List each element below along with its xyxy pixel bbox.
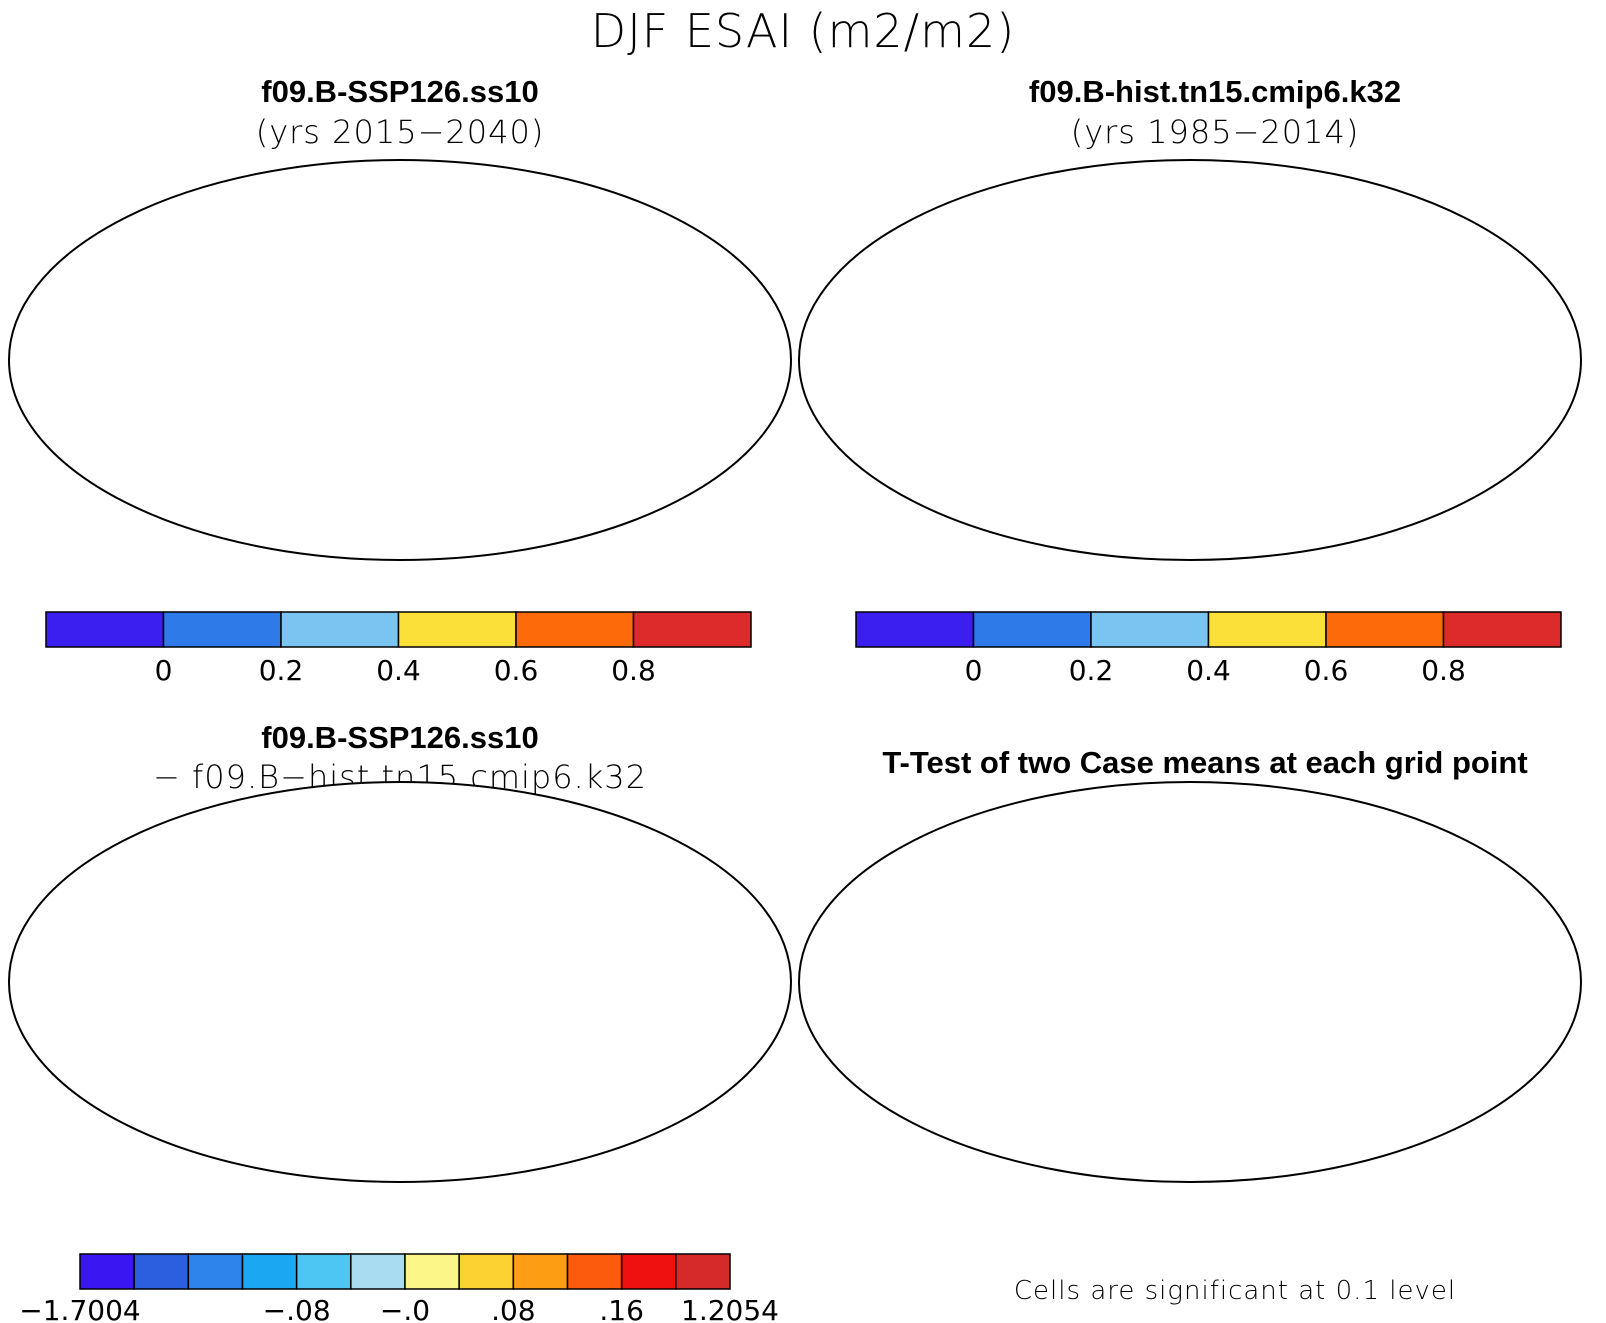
map-ocean-case — [9, 160, 791, 560]
panel-case-title: f09.B-SSP126.ss10 — [90, 74, 710, 110]
colorbar-tick-label: 0.2 — [1069, 654, 1114, 687]
colorbar-tick-label: 0.6 — [1304, 654, 1349, 687]
colorbar-swatch — [1325, 611, 1445, 648]
colorbar-swatch — [404, 1253, 460, 1290]
colorbar-swatch — [632, 611, 752, 648]
map-ocean-difference — [9, 782, 791, 1182]
colorbar-tick-label: −.0 — [380, 1294, 430, 1323]
map-ttest — [798, 781, 1582, 1183]
colorbar-case: 0 0.2 0.4 0.6 0.8 — [45, 611, 752, 687]
colorbar-swatch — [972, 611, 1092, 648]
map-difference — [8, 781, 792, 1183]
panel-case-subtitle: (yrs 2015−2040) — [90, 113, 710, 151]
colorbar-swatch — [350, 1253, 406, 1290]
map-ocean-control — [799, 160, 1581, 560]
colorbar-tick-label: −1.7004 — [19, 1294, 140, 1323]
colorbar-swatch — [458, 1253, 515, 1290]
map-control — [798, 159, 1582, 561]
map-frame-control — [798, 159, 1582, 561]
colorbar-tick-label: 0.4 — [1186, 654, 1231, 687]
colorbar-swatch — [566, 1253, 623, 1290]
panel-control-subtitle: (yrs 1985−2014) — [870, 113, 1560, 151]
panel-difference-title: f09.B-SSP126.ss10 — [90, 720, 710, 756]
colorbar-difference: −1.7004 −.08 −.0 .08 .16 1.2054 — [19, 1253, 779, 1323]
colorbar-tick-label: 0 — [155, 654, 173, 687]
colorbar-swatch — [397, 611, 517, 648]
colorbar-tick-label: 1.2054 — [681, 1294, 779, 1323]
panel-ttest-title: T-Test of two Case means at each grid po… — [815, 745, 1595, 781]
colorbar-control: 0 0.2 0.4 0.6 0.8 — [855, 611, 1562, 687]
map-frame-ttest — [798, 781, 1582, 1183]
colorbar-tick-label: 0.8 — [611, 654, 656, 687]
map-ocean-ttest — [799, 782, 1581, 1182]
colorbar-tick-label: 0.4 — [376, 654, 421, 687]
colorbar-swatch — [162, 611, 282, 648]
colorbar-swatch — [855, 611, 975, 648]
colorbar-swatch — [133, 1253, 190, 1290]
colorbar-swatch — [1207, 611, 1327, 648]
colorbar-swatch — [187, 1253, 244, 1290]
colorbar-tick-label: .08 — [491, 1294, 536, 1323]
colorbar-swatch — [1442, 611, 1562, 648]
colorbar-tick-label: −.08 — [263, 1294, 331, 1323]
colorbar-swatch — [241, 1253, 298, 1290]
colorbar-swatch — [295, 1253, 352, 1290]
panel-control-title: f09.B-hist.tn15.cmip6.k32 — [870, 74, 1560, 110]
colorbar-swatch — [620, 1253, 677, 1290]
colorbar-tick-label: 0 — [965, 654, 983, 687]
significance-note: Cells are significant at 0.1 level — [935, 1276, 1535, 1306]
colorbar-swatch — [675, 1253, 731, 1290]
map-frame-case — [8, 159, 792, 561]
colorbar-swatch — [512, 1253, 569, 1290]
colorbar-swatch — [79, 1253, 135, 1290]
colorbar-swatch — [1090, 611, 1210, 648]
colorbar-tick-label: 0.8 — [1421, 654, 1466, 687]
colorbar-tick-label: 0.6 — [494, 654, 539, 687]
map-frame-difference — [8, 781, 792, 1183]
colorbar-swatch — [515, 611, 635, 648]
figure-title: DJF ESAI (m2/m2) — [0, 4, 1606, 58]
colorbar-swatch — [45, 611, 165, 648]
colorbar-swatch — [280, 611, 400, 648]
colorbar-tick-label: .16 — [599, 1294, 644, 1323]
colorbar-tick-label: 0.2 — [259, 654, 304, 687]
map-case — [8, 159, 792, 561]
